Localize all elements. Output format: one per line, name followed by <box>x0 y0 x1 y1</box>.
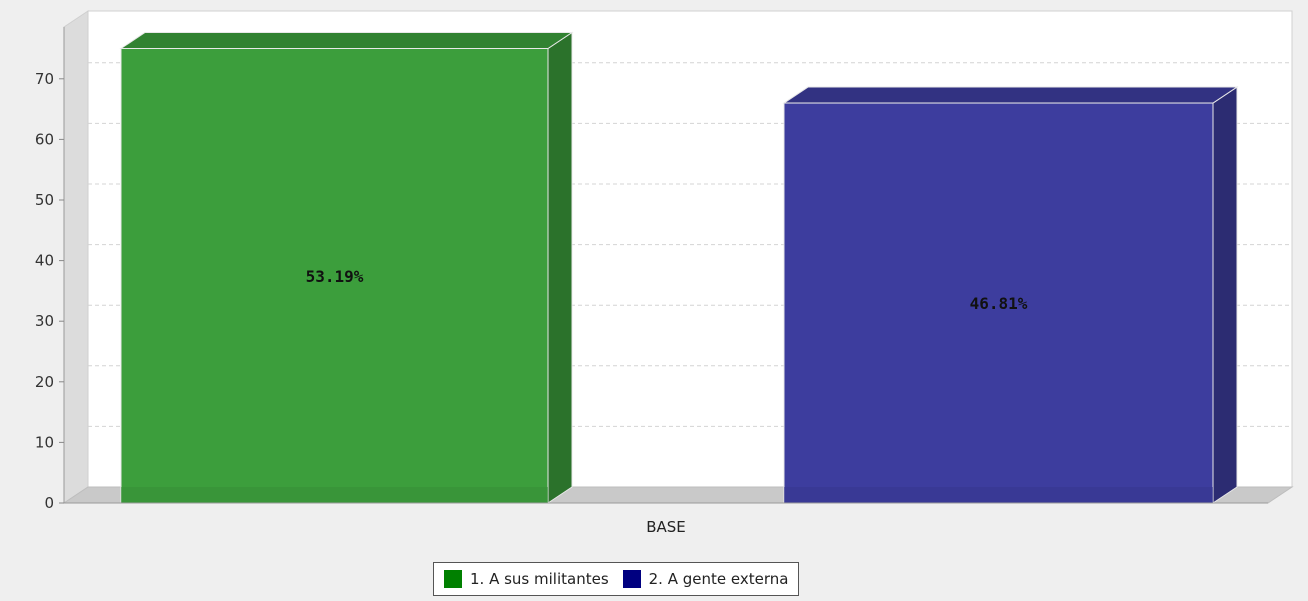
legend: 1. A sus militantes 2. A gente externa <box>433 562 800 596</box>
bar-top-militantes <box>119 32 574 49</box>
bars: 53.19% 46.81% <box>119 31 1239 504</box>
y-axis: 0 10 20 30 40 50 60 70 <box>35 27 65 512</box>
legend-swatch-externa <box>622 570 641 588</box>
legend-label-militantes: 1. A sus militantes <box>470 570 609 588</box>
y-tick-label-50: 50 <box>35 191 54 209</box>
legend-swatch-militantes <box>444 570 462 588</box>
bar-label-externa: 46.81% <box>970 294 1028 313</box>
bar-base-militantes <box>121 487 548 503</box>
x-category-label: BASE <box>646 518 686 536</box>
y-tick-label-60: 60 <box>35 130 54 148</box>
side-wall <box>63 10 89 504</box>
bar-externa <box>783 102 1214 504</box>
y-tick-label-30: 30 <box>35 312 54 330</box>
bar-base-externa <box>784 487 1213 503</box>
legend-item-militantes[interactable]: 1. A sus militantes <box>444 570 609 588</box>
chart-svg: 53.19% 46.81% 0 10 20 30 40 50 60 70 BASE <box>35 10 1294 536</box>
bar-side-externa <box>1212 86 1238 504</box>
bar-militantes <box>120 48 549 504</box>
y-tick-label-0: 0 <box>44 494 54 512</box>
legend-label-externa: 2. A gente externa <box>648 570 789 588</box>
y-tick-label-20: 20 <box>35 373 54 391</box>
y-tick-label-70: 70 <box>35 70 54 88</box>
legend-item-externa[interactable]: 2. A gente externa <box>622 570 789 588</box>
y-tick-label-10: 10 <box>35 433 54 451</box>
x-axis: BASE <box>64 502 1268 536</box>
bar-label-militantes: 53.19% <box>306 267 364 286</box>
bar-top-externa <box>782 86 1239 104</box>
y-tick-label-40: 40 <box>35 252 54 270</box>
bar-side-militantes <box>547 31 573 504</box>
